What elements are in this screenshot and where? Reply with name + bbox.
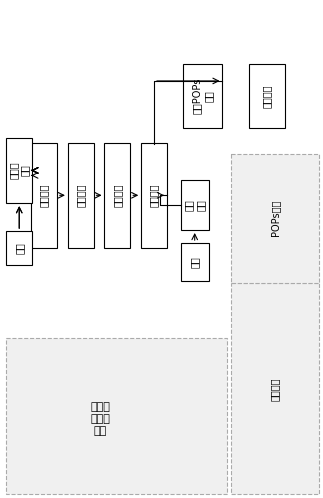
Text: 固相POPs
浓度: 固相POPs 浓度 [192,78,214,114]
Text: 氮吹浓缩: 氮吹浓缩 [112,184,122,207]
Text: 样品提取: 样品提取 [39,184,49,207]
Bar [31,143,57,248]
Text: 样品获取: 样品获取 [270,377,280,401]
Text: 样品净化: 样品净化 [76,184,86,207]
Bar [105,143,130,248]
Bar [68,143,94,248]
Bar [6,231,32,265]
Bar [6,338,227,494]
Bar [141,143,167,248]
Text: 颗粒物
样品: 颗粒物 样品 [8,162,30,179]
Text: 浓度计算: 浓度计算 [262,84,272,108]
Text: 主机: 主机 [190,256,200,268]
Text: 颗粒物
连续监
测仪: 颗粒物 连续监 测仪 [90,402,110,436]
Bar [181,243,209,281]
Text: POPs分析: POPs分析 [270,200,280,237]
Bar [249,64,285,128]
Bar [231,153,318,283]
Text: 样品检测: 样品检测 [149,184,159,207]
Bar [6,138,32,203]
Bar [183,64,223,128]
Text: 采样
体积: 采样 体积 [184,199,205,211]
Bar [231,283,318,494]
Text: 滤度: 滤度 [14,242,24,254]
Bar [181,180,209,230]
